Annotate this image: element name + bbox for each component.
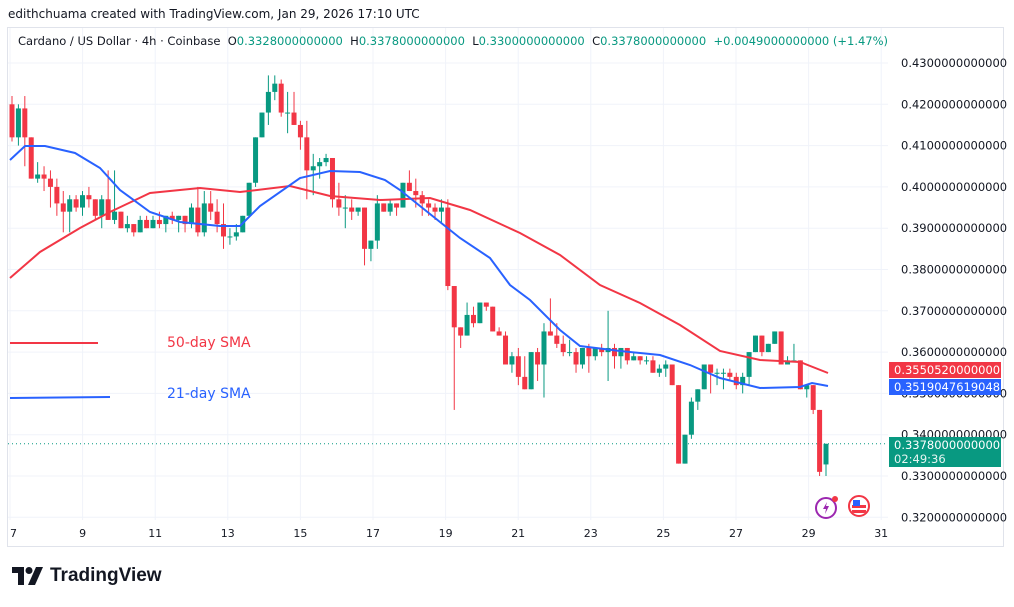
sma50-price-badge: 0.3550520000000: [889, 362, 1001, 378]
sma50-annotation: 50-day SMA: [167, 335, 251, 351]
sma21-annotation: 21-day SMA: [167, 386, 251, 402]
open-label: O: [227, 34, 237, 48]
close-label: C: [592, 34, 601, 48]
ohlc-legend: Cardano / US Dollar · 4h · Coinbase O0.3…: [18, 34, 888, 48]
price-tick-label: 0.3600000000000: [901, 345, 1007, 359]
last-price-badge: 0.3378000000000 02:49:36: [889, 437, 1001, 467]
price-tick-label: 0.3200000000000: [901, 510, 1007, 524]
high-label: H: [350, 34, 359, 48]
tradingview-logo[interactable]: TradingView: [12, 565, 162, 587]
time-tick-label: 29: [802, 527, 816, 540]
price-tick-label: 0.3900000000000: [901, 221, 1007, 235]
change-value: +0.0049000000000 (+1.47%): [713, 34, 889, 48]
us-market-flag-icon[interactable]: [848, 495, 870, 517]
sma21-line: [9, 145, 829, 390]
time-tick-label: 15: [293, 527, 307, 540]
sma21-price-badge: 0.3519047619048: [889, 379, 1001, 395]
price-tick-label: 0.4000000000000: [901, 180, 1007, 194]
price-tick-label: 0.3300000000000: [901, 469, 1007, 483]
tradingview-brand: TradingView: [50, 565, 162, 586]
price-tick-label: 0.3800000000000: [901, 263, 1007, 277]
time-tick-label: 17: [366, 527, 380, 540]
high-value: 0.3378000000000: [358, 34, 465, 48]
sma50-line: [9, 184, 829, 374]
last-price-value: 0.3378000000000: [894, 438, 1001, 452]
ai-assistant-icon[interactable]: [815, 496, 838, 519]
time-tick-label: 27: [729, 527, 743, 540]
price-tick-label: 0.4200000000000: [901, 97, 1007, 111]
sma21-legend-line: [9, 396, 111, 399]
time-tick-label: 7: [10, 527, 17, 540]
tradingview-logo-icon: [12, 567, 43, 585]
bar-countdown: 02:49:36: [894, 452, 946, 466]
low-value: 0.3300000000000: [478, 34, 585, 48]
time-tick-label: 21: [511, 527, 525, 540]
time-axis[interactable]: 7 9 11 13 15 17 19 21 23 25 27 29 31: [10, 527, 888, 540]
open-value: 0.3328000000000: [236, 34, 343, 48]
close-value: 0.3378000000000: [600, 34, 707, 48]
time-tick-label: 31: [874, 527, 888, 540]
time-tick-label: 11: [148, 527, 162, 540]
price-tick-label: 0.4100000000000: [901, 139, 1007, 153]
price-tick-label: 0.4300000000000: [901, 56, 1007, 70]
candlestick-series: [9, 75, 829, 476]
price-axis[interactable]: 0.4300000000000 0.4200000000000 0.41000000…: [901, 56, 1007, 524]
time-tick-label: 9: [79, 527, 86, 540]
time-tick-label: 19: [439, 527, 453, 540]
time-tick-label: 13: [221, 527, 235, 540]
price-tick-label: 0.3700000000000: [901, 304, 1007, 318]
time-tick-label: 23: [584, 527, 598, 540]
low-label: L: [472, 34, 479, 48]
grid-lines: [8, 28, 888, 520]
chart-credit: edithchuama created with TradingView.com…: [8, 7, 420, 21]
chart-frame: [7, 27, 1004, 547]
symbol-title[interactable]: Cardano / US Dollar · 4h · Coinbase: [18, 34, 221, 48]
time-tick-label: 25: [656, 527, 670, 540]
